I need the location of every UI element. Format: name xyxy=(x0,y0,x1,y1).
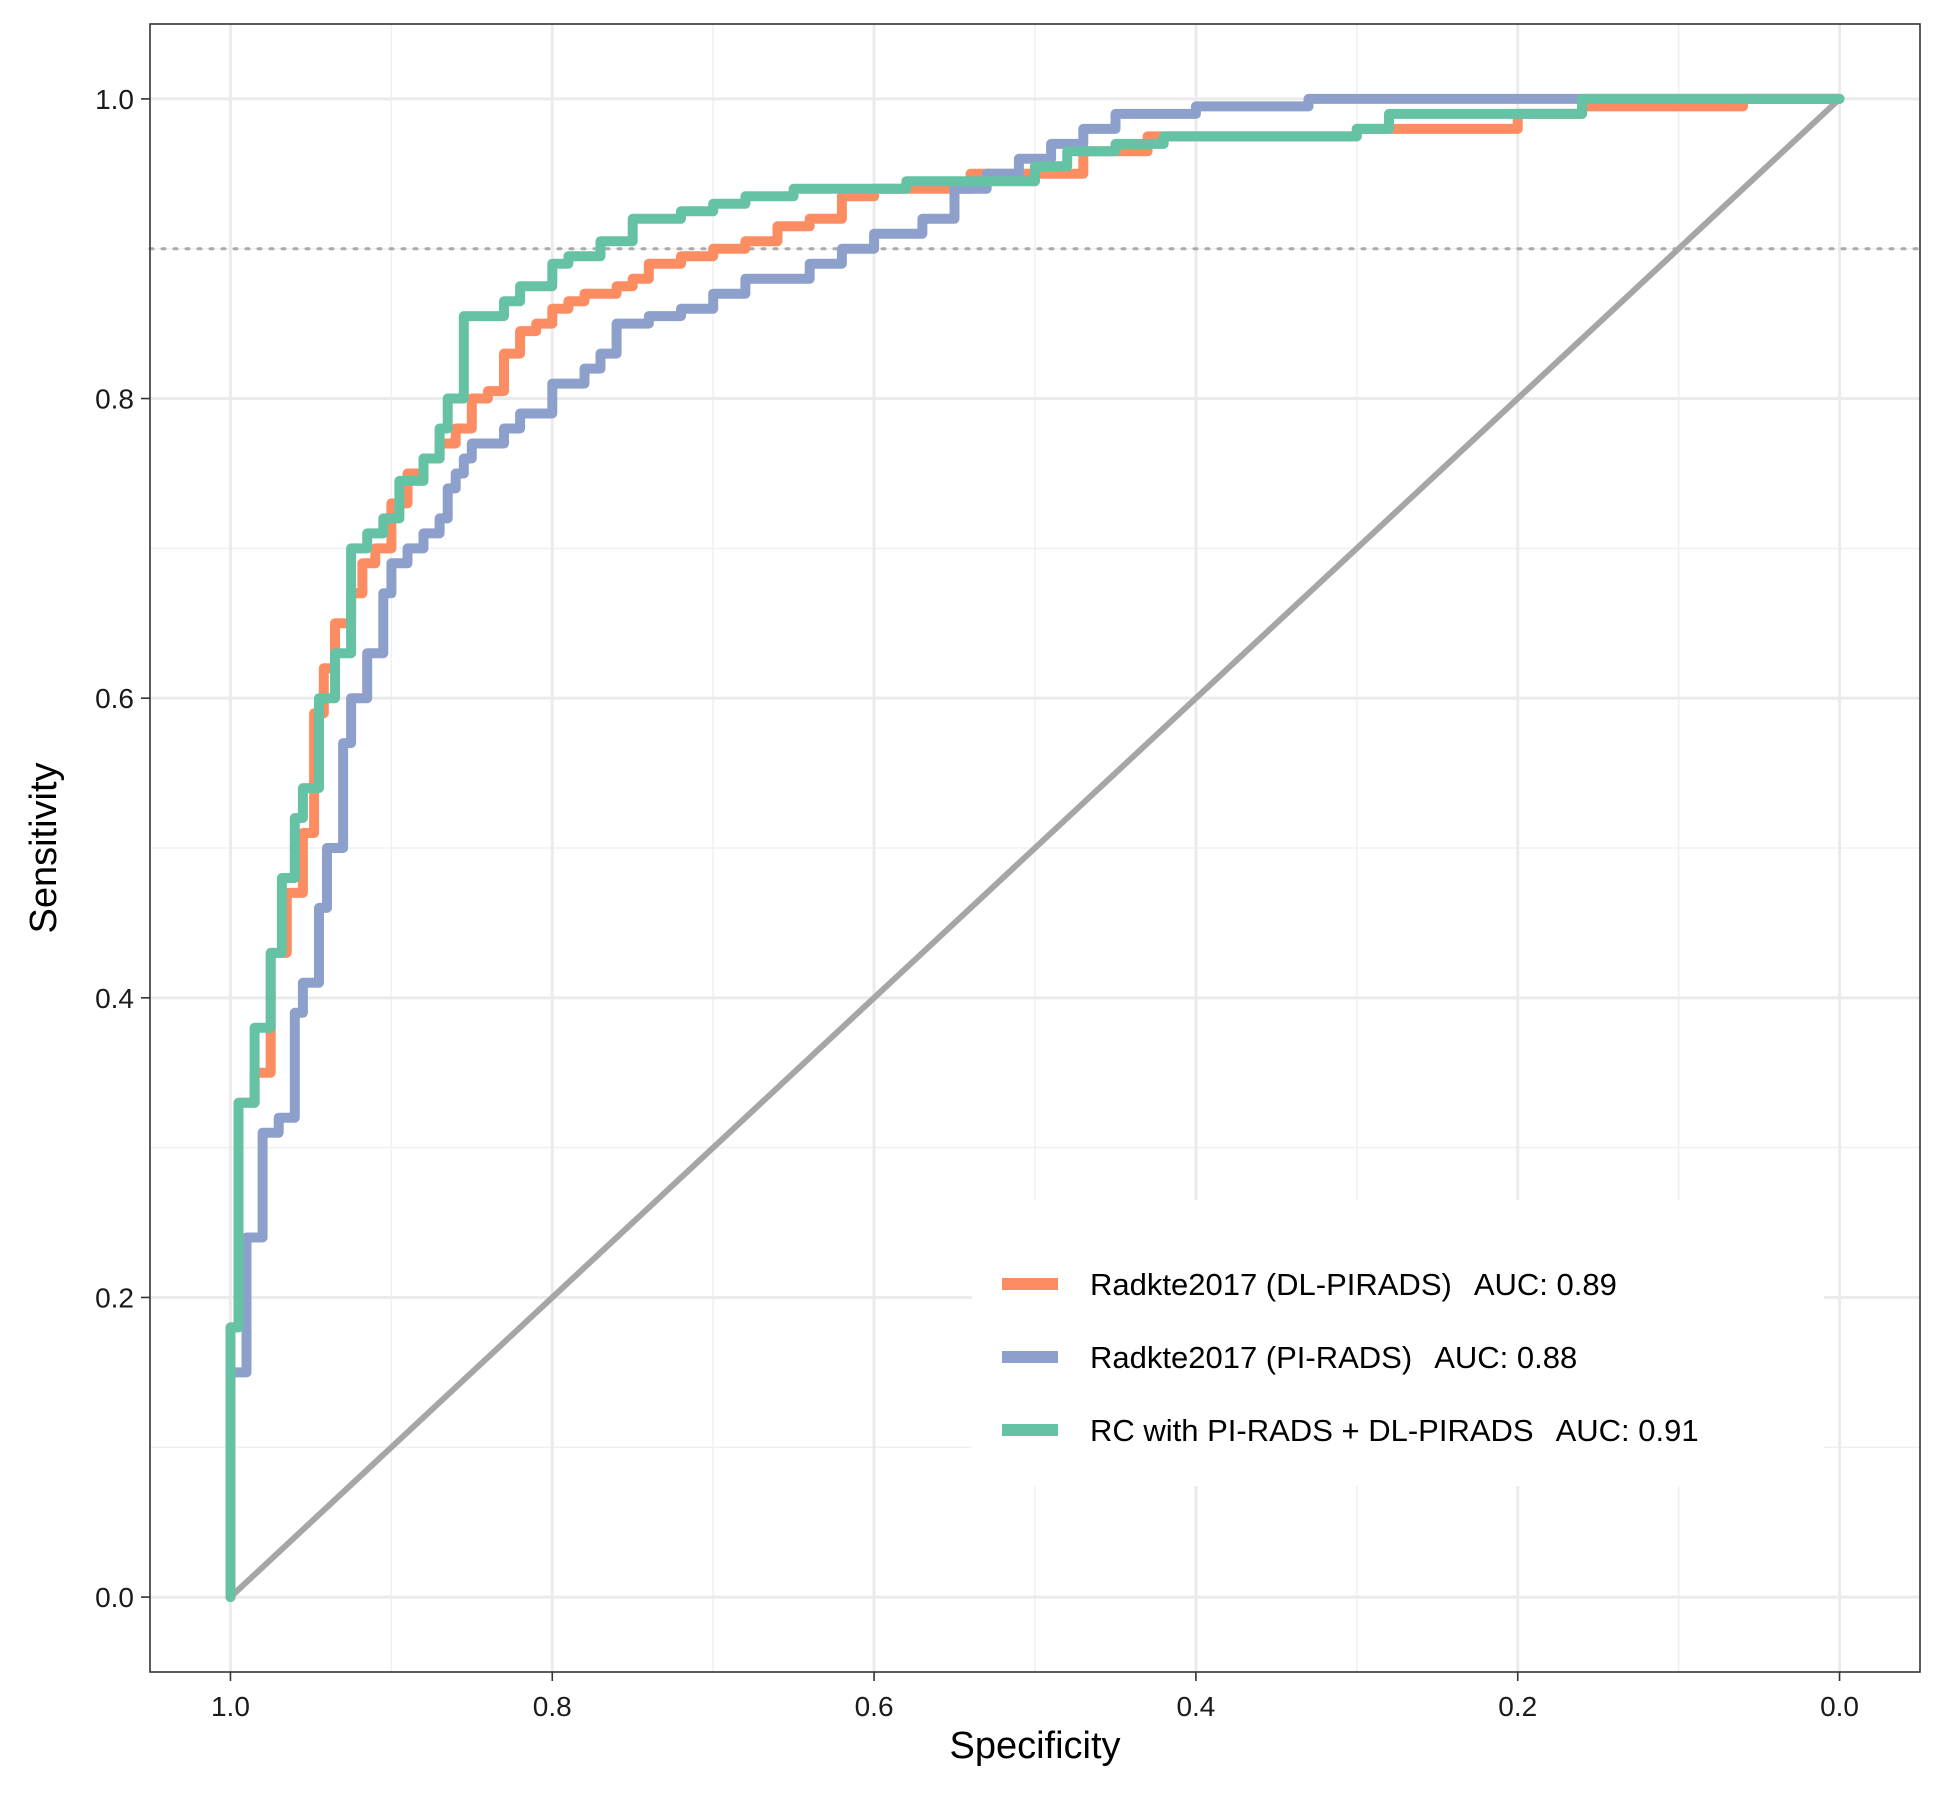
x-tick-label: 0.4 xyxy=(1176,1691,1215,1722)
legend-auc-value: AUC: 0.89 xyxy=(1474,1267,1617,1302)
y-axis-ticks: 0.0 0.2 0.4 0.6 0.8 1.0 xyxy=(95,84,150,1613)
y-tick-label: 0.6 xyxy=(95,683,134,714)
x-axis-title: Specificity xyxy=(949,1725,1120,1767)
y-axis-title: Sensitivity xyxy=(23,762,65,933)
y-tick-label: 0.2 xyxy=(95,1282,134,1313)
plot-border xyxy=(149,23,1921,1673)
x-tick-label: 0.2 xyxy=(1498,1691,1537,1722)
roc-curves xyxy=(225,93,1845,1603)
legend-entry-label: Radkte2017 (PI-RADS) AUC: 0.88 xyxy=(1090,1340,1577,1375)
legend-series-name: Radkte2017 (PI-RADS) xyxy=(1090,1340,1412,1375)
y-tick-label: 0.0 xyxy=(95,1582,134,1613)
legend-series-name: Radkte2017 (DL-PIRADS) xyxy=(1090,1267,1452,1302)
legend-background xyxy=(972,1200,1824,1486)
x-tick-label: 0.0 xyxy=(1820,1691,1859,1722)
x-axis-ticks: 1.0 0.8 0.6 0.4 0.2 0.0 xyxy=(211,1672,1859,1722)
x-tick-label: 1.0 xyxy=(211,1691,250,1722)
reference-lines xyxy=(148,95,1922,1601)
legend-entry-label: RC with PI-RADS + DL-PIRADS AUC: 0.91 xyxy=(1090,1413,1699,1448)
legend-entry-label: Radkte2017 (DL-PIRADS) AUC: 0.89 xyxy=(1090,1267,1617,1302)
y-tick-label: 0.8 xyxy=(95,384,134,415)
roc-curve-series-3 xyxy=(225,93,1845,1603)
x-tick-label: 0.8 xyxy=(533,1691,572,1722)
legend-auc-value: AUC: 0.88 xyxy=(1434,1340,1577,1375)
legend-series-name: RC with PI-RADS + DL-PIRADS xyxy=(1090,1413,1534,1448)
legend: Radkte2017 (DL-PIRADS) AUC: 0.89Radkte201… xyxy=(972,1200,1824,1486)
y-tick-label: 0.4 xyxy=(95,983,134,1014)
chance-diagonal-line xyxy=(227,95,1843,1601)
x-tick-label: 0.6 xyxy=(855,1691,894,1722)
y-tick-label: 1.0 xyxy=(95,84,134,115)
legend-auc-value: AUC: 0.91 xyxy=(1556,1413,1699,1448)
